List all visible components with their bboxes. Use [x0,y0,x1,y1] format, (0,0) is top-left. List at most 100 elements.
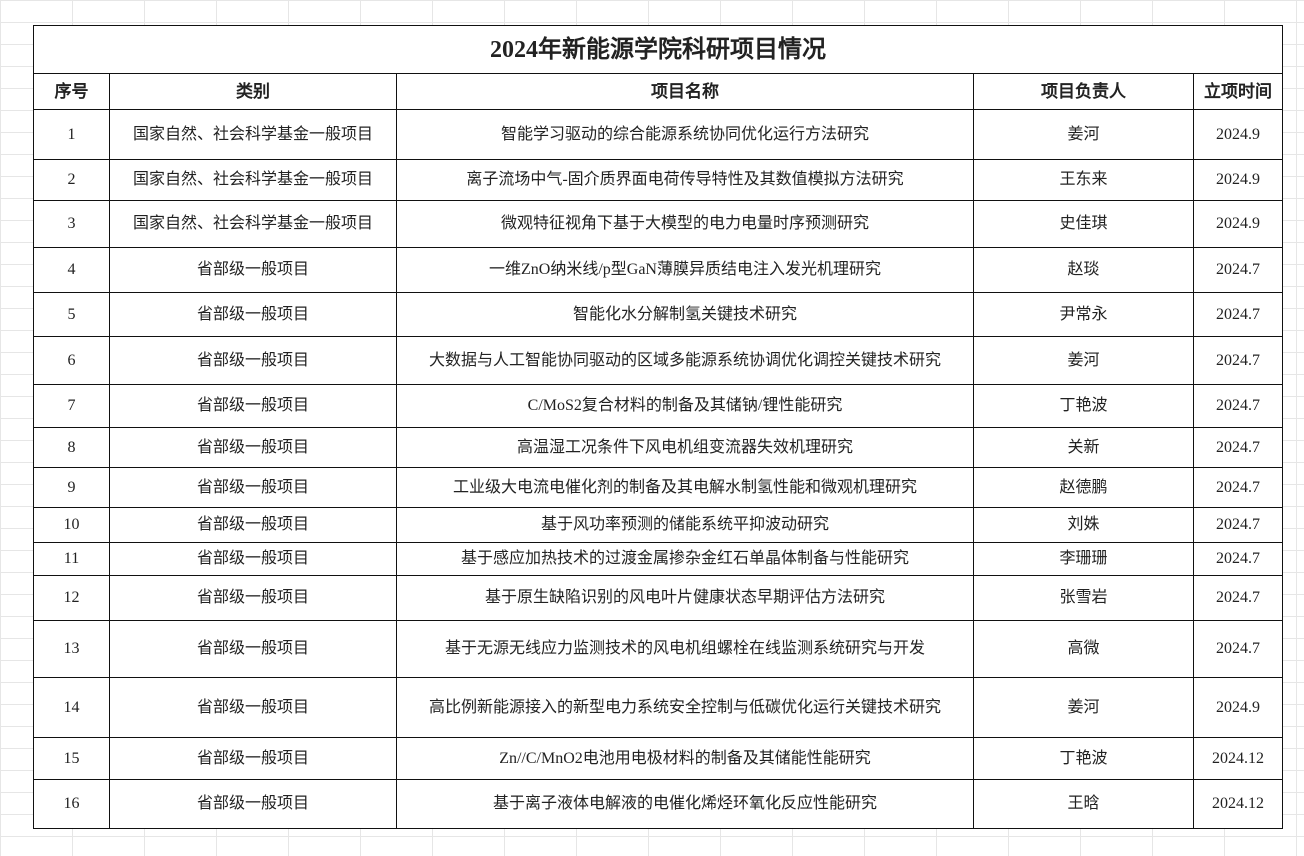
cell-leader[interactable]: 赵琰 [973,247,1194,293]
cell-project-name[interactable]: 微观特征视角下基于大模型的电力电量时序预测研究 [396,200,974,248]
cell-leader[interactable]: 尹常永 [973,292,1194,337]
cell-index[interactable]: 8 [33,427,110,468]
cell-start-date[interactable]: 2024.12 [1193,779,1283,829]
cell-category[interactable]: 省部级一般项目 [109,677,397,738]
cell-project-name[interactable]: C/MoS2复合材料的制备及其储钠/锂性能研究 [396,384,974,428]
cell-leader[interactable]: 史佳琪 [973,200,1194,248]
cell-project-name[interactable]: 智能化水分解制氢关键技术研究 [396,292,974,337]
cell-start-date[interactable]: 2024.12 [1193,737,1283,780]
header-leader[interactable]: 项目负责人 [973,73,1194,110]
cell-index[interactable]: 12 [33,575,110,621]
cell-project-name[interactable]: 基于原生缺陷识别的风电叶片健康状态早期评估方法研究 [396,575,974,621]
table-row: 11 省部级一般项目 基于感应加热技术的过渡金属掺杂金红石单晶体制备与性能研究 李珊珊… [33,542,1283,576]
cell-leader[interactable]: 赵德鹏 [973,467,1194,508]
table-row: 13 省部级一般项目 基于无源无线应力监测技术的风电机组螺栓在线监测系统研究与开发高… [33,620,1283,678]
cell-index[interactable]: 6 [33,336,110,385]
header-project-name[interactable]: 项目名称 [396,73,974,110]
cell-project-name[interactable]: 智能学习驱动的综合能源系统协同优化运行方法研究 [396,109,974,160]
cell-category[interactable]: 省部级一般项目 [109,542,397,576]
cell-project-name[interactable]: 基于风功率预测的储能系统平抑波动研究 [396,507,974,543]
table-title[interactable]: 2024年新能源学院科研项目情况 [33,25,1283,74]
cell-index[interactable]: 14 [33,677,110,738]
cell-leader[interactable]: 张雪岩 [973,575,1194,621]
cell-start-date[interactable]: 2024.7 [1193,620,1283,678]
cell-index[interactable]: 2 [33,159,110,201]
cell-index[interactable]: 9 [33,467,110,508]
table-row: 5 省部级一般项目 智能化水分解制氢关键技术研究 尹常永 2024.7 [33,292,1283,337]
cell-leader[interactable]: 姜河 [973,109,1194,160]
cell-project-name[interactable]: 高温湿工况条件下风电机组变流器失效机理研究 [396,427,974,468]
cell-project-name[interactable]: 一维ZnO纳米线/p型GaN薄膜异质结电注入发光机理研究 [396,247,974,293]
header-start-date[interactable]: 立项时间 [1193,73,1283,110]
cell-leader[interactable]: 李珊珊 [973,542,1194,576]
cell-leader[interactable]: 王晗 [973,779,1194,829]
cell-project-name[interactable]: Zn//C/MnO2电池用电极材料的制备及其储能性能研究 [396,737,974,780]
cell-index[interactable]: 16 [33,779,110,829]
cell-start-date[interactable]: 2024.7 [1193,336,1283,385]
cell-start-date[interactable]: 2024.9 [1193,677,1283,738]
header-category[interactable]: 类别 [109,73,397,110]
cell-index[interactable]: 3 [33,200,110,248]
cell-category[interactable]: 省部级一般项目 [109,779,397,829]
cell-category[interactable]: 国家自然、社会科学基金一般项目 [109,159,397,201]
cell-index[interactable]: 5 [33,292,110,337]
cell-leader[interactable]: 刘姝 [973,507,1194,543]
cell-start-date[interactable]: 2024.7 [1193,292,1283,337]
table-row: 10 省部级一般项目 基于风功率预测的储能系统平抑波动研究 刘姝 2024.7 [33,507,1283,543]
table-row: 14 省部级一般项目 高比例新能源接入的新型电力系统安全控制与低碳优化运行关键技术研… [33,677,1283,738]
cell-leader[interactable]: 姜河 [973,336,1194,385]
cell-category[interactable]: 国家自然、社会科学基金一般项目 [109,200,397,248]
cell-project-name[interactable]: 大数据与人工智能协同驱动的区域多能源系统协调优化调控关键技术研究 [396,336,974,385]
cell-project-name[interactable]: 离子流场中气-固介质界面电荷传导特性及其数值模拟方法研究 [396,159,974,201]
cell-start-date[interactable]: 2024.7 [1193,247,1283,293]
cell-category[interactable]: 省部级一般项目 [109,336,397,385]
cell-index[interactable]: 13 [33,620,110,678]
cell-start-date[interactable]: 2024.9 [1193,200,1283,248]
cell-index[interactable]: 7 [33,384,110,428]
table-body: 1 国家自然、社会科学基金一般项目 智能学习驱动的综合能源系统协同优化运行方法研究姜… [33,109,1283,829]
cell-start-date[interactable]: 2024.7 [1193,427,1283,468]
cell-leader[interactable]: 姜河 [973,677,1194,738]
cell-project-name[interactable]: 基于无源无线应力监测技术的风电机组螺栓在线监测系统研究与开发 [396,620,974,678]
cell-category[interactable]: 省部级一般项目 [109,575,397,621]
cell-leader[interactable]: 丁艳波 [973,737,1194,780]
cell-category[interactable]: 省部级一般项目 [109,737,397,780]
cell-index[interactable]: 11 [33,542,110,576]
cell-project-name[interactable]: 基于感应加热技术的过渡金属掺杂金红石单晶体制备与性能研究 [396,542,974,576]
cell-start-date[interactable]: 2024.7 [1193,467,1283,508]
cell-category[interactable]: 省部级一般项目 [109,427,397,468]
cell-category[interactable]: 省部级一般项目 [109,467,397,508]
cell-project-name[interactable]: 基于离子液体电解液的电催化烯烃环氧化反应性能研究 [396,779,974,829]
table-row: 12 省部级一般项目 基于原生缺陷识别的风电叶片健康状态早期评估方法研究 张雪岩 202… [33,575,1283,621]
cell-index[interactable]: 15 [33,737,110,780]
cell-start-date[interactable]: 2024.9 [1193,109,1283,160]
cell-project-name[interactable]: 高比例新能源接入的新型电力系统安全控制与低碳优化运行关键技术研究 [396,677,974,738]
cell-index[interactable]: 10 [33,507,110,543]
cell-start-date[interactable]: 2024.7 [1193,542,1283,576]
table-row: 7 省部级一般项目 C/MoS2复合材料的制备及其储钠/锂性能研究 丁艳波 2024.7 [33,384,1283,428]
cell-leader[interactable]: 丁艳波 [973,384,1194,428]
header-row: 序号 类别 项目名称 项目负责人 立项时间 [33,73,1283,110]
cell-start-date[interactable]: 2024.7 [1193,575,1283,621]
cell-category[interactable]: 省部级一般项目 [109,384,397,428]
table-row: 15 省部级一般项目 Zn//C/MnO2电池用电极材料的制备及其储能性能研究 丁艳波… [33,737,1283,780]
cell-start-date[interactable]: 2024.9 [1193,159,1283,201]
table-row: 2 国家自然、社会科学基金一般项目 离子流场中气-固介质界面电荷传导特性及其数值模拟… [33,159,1283,201]
cell-project-name[interactable]: 工业级大电流电催化剂的制备及其电解水制氢性能和微观机理研究 [396,467,974,508]
header-index[interactable]: 序号 [33,73,110,110]
cell-leader[interactable]: 高微 [973,620,1194,678]
cell-category[interactable]: 省部级一般项目 [109,292,397,337]
cell-index[interactable]: 4 [33,247,110,293]
cell-leader[interactable]: 王东来 [973,159,1194,201]
cell-category[interactable]: 省部级一般项目 [109,247,397,293]
cell-category[interactable]: 省部级一般项目 [109,507,397,543]
cell-leader[interactable]: 关新 [973,427,1194,468]
cell-index[interactable]: 1 [33,109,110,160]
research-projects-table: 2024年新能源学院科研项目情况 序号 类别 项目名称 项目负责人 立项时间 1… [33,25,1283,829]
cell-start-date[interactable]: 2024.7 [1193,384,1283,428]
cell-category[interactable]: 国家自然、社会科学基金一般项目 [109,109,397,160]
table-row: 9 省部级一般项目 工业级大电流电催化剂的制备及其电解水制氢性能和微观机理研究 赵德鹏… [33,467,1283,508]
cell-start-date[interactable]: 2024.7 [1193,507,1283,543]
table-row: 16 省部级一般项目 基于离子液体电解液的电催化烯烃环氧化反应性能研究 王晗 2024.… [33,779,1283,829]
cell-category[interactable]: 省部级一般项目 [109,620,397,678]
